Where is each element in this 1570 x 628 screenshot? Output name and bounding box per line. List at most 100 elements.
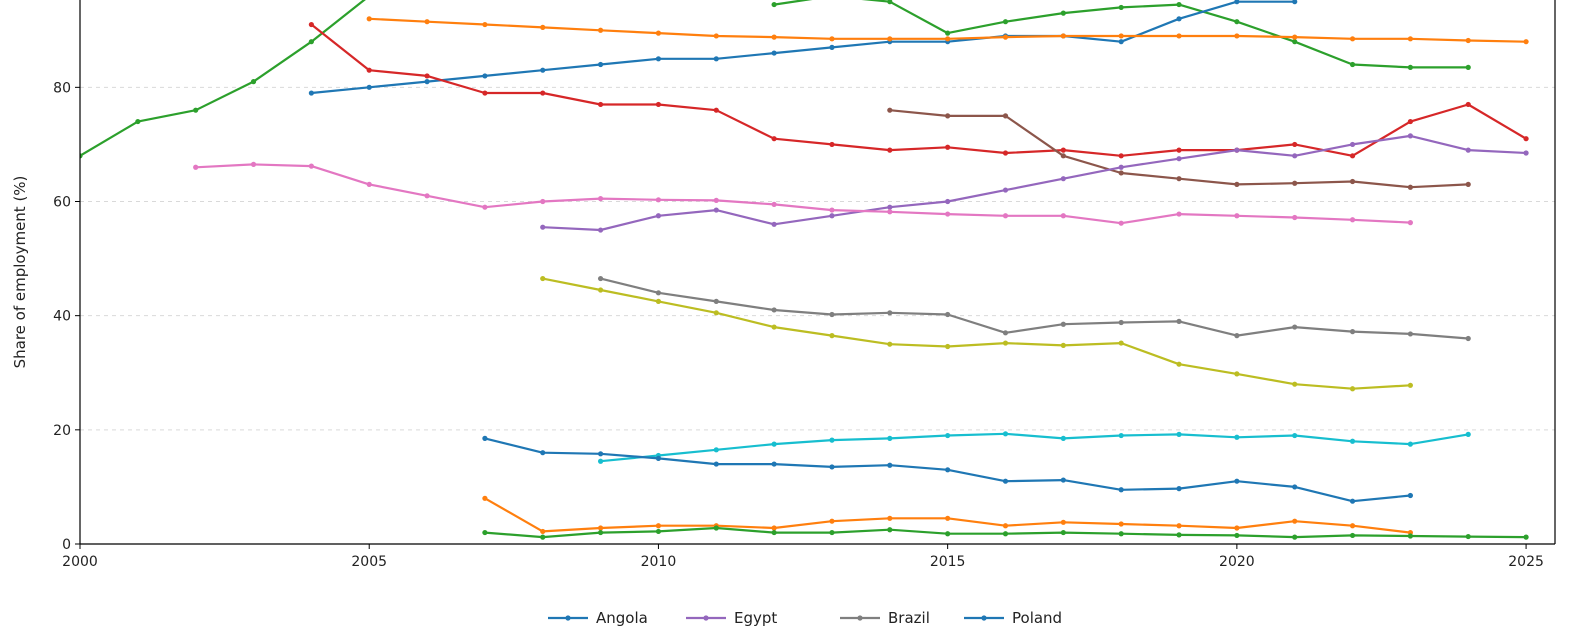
data-point	[771, 529, 777, 536]
series-line	[484, 497, 1411, 534]
data-point	[1118, 164, 1124, 170]
data-point	[540, 90, 546, 96]
data-point	[1234, 147, 1240, 153]
x-tick-label: 2025	[1508, 554, 1544, 570]
data-point	[1465, 147, 1471, 153]
data-point	[424, 19, 430, 25]
data-point	[1060, 477, 1066, 483]
data-point	[1292, 34, 1298, 40]
data-point	[1407, 184, 1413, 190]
data-point	[1060, 176, 1066, 182]
data-point	[713, 207, 719, 213]
data-point	[250, 161, 257, 167]
series-2	[308, 0, 1298, 96]
data-point	[1002, 340, 1009, 346]
data-point	[1176, 156, 1182, 162]
series-5	[887, 107, 1471, 190]
data-point	[424, 73, 430, 79]
data-point	[655, 298, 662, 304]
data-point	[945, 113, 951, 119]
legend-marker	[981, 615, 987, 621]
data-point	[829, 437, 835, 443]
data-point	[713, 461, 719, 467]
data-point	[1292, 180, 1298, 186]
data-point	[1176, 33, 1182, 39]
data-point	[1118, 487, 1124, 493]
data-point	[597, 227, 604, 233]
data-point	[1002, 187, 1009, 193]
data-point	[1118, 153, 1124, 159]
data-point	[655, 30, 662, 36]
data-point	[1234, 434, 1240, 440]
data-point	[1407, 220, 1413, 226]
axes	[79, 0, 1556, 545]
data-point	[1465, 101, 1471, 108]
data-point	[540, 67, 546, 73]
data-point	[424, 79, 430, 85]
data-point	[1234, 333, 1240, 339]
data-point	[1118, 4, 1124, 11]
data-point	[713, 33, 719, 39]
data-point	[597, 27, 604, 33]
series-12	[482, 495, 1413, 536]
data-point	[1176, 147, 1182, 153]
data-point	[887, 209, 893, 215]
data-point	[540, 534, 546, 540]
data-point	[1002, 34, 1009, 40]
series-10	[597, 431, 1471, 464]
y-tick-label: 20	[53, 423, 71, 439]
data-point	[829, 36, 835, 42]
y-axis-title: Share of employment (%)	[11, 176, 29, 369]
data-point	[1176, 431, 1182, 437]
x-tick-label: 2005	[351, 554, 387, 570]
data-point	[655, 290, 662, 296]
data-point	[1234, 33, 1240, 39]
data-point	[1523, 534, 1529, 540]
data-point	[1465, 64, 1471, 70]
data-point	[1465, 533, 1471, 540]
data-point	[1349, 141, 1356, 148]
series-line	[195, 163, 1411, 225]
series-6	[540, 133, 1529, 233]
legend-entry-poland: Poland	[964, 609, 1062, 627]
data-point	[655, 213, 662, 219]
data-point	[655, 101, 662, 108]
data-point	[713, 310, 719, 316]
data-point	[1060, 321, 1066, 327]
data-point	[713, 107, 719, 113]
series-line	[542, 277, 1411, 390]
legend-marker	[703, 615, 709, 621]
data-point	[482, 90, 488, 96]
data-point	[1060, 33, 1066, 39]
data-point	[1523, 136, 1529, 142]
data-point	[1349, 178, 1356, 185]
data-point	[1176, 486, 1182, 492]
data-point	[771, 50, 777, 56]
data-point	[1407, 133, 1413, 139]
legend-entry-brazil: Brazil	[840, 609, 930, 627]
data-point	[1349, 523, 1356, 529]
data-point	[887, 462, 893, 468]
data-point	[887, 341, 893, 347]
data-point	[1118, 220, 1124, 226]
data-point	[887, 107, 893, 113]
series-0	[80, 0, 366, 159]
data-point	[1060, 529, 1066, 536]
data-point	[1060, 10, 1066, 16]
data-point	[1060, 342, 1066, 348]
data-point	[655, 528, 662, 535]
data-point	[771, 461, 777, 467]
data-point	[829, 44, 835, 50]
data-point	[482, 204, 488, 210]
data-point	[1234, 0, 1240, 5]
y-tick-label: 60	[53, 195, 71, 211]
x-tick-label: 2010	[641, 554, 677, 570]
data-point	[887, 0, 893, 5]
data-point	[655, 56, 662, 62]
data-point	[829, 333, 835, 339]
data-point	[945, 144, 951, 150]
data-point	[540, 275, 546, 282]
data-point	[540, 198, 546, 205]
data-point	[1176, 318, 1182, 324]
data-point	[1118, 33, 1124, 39]
